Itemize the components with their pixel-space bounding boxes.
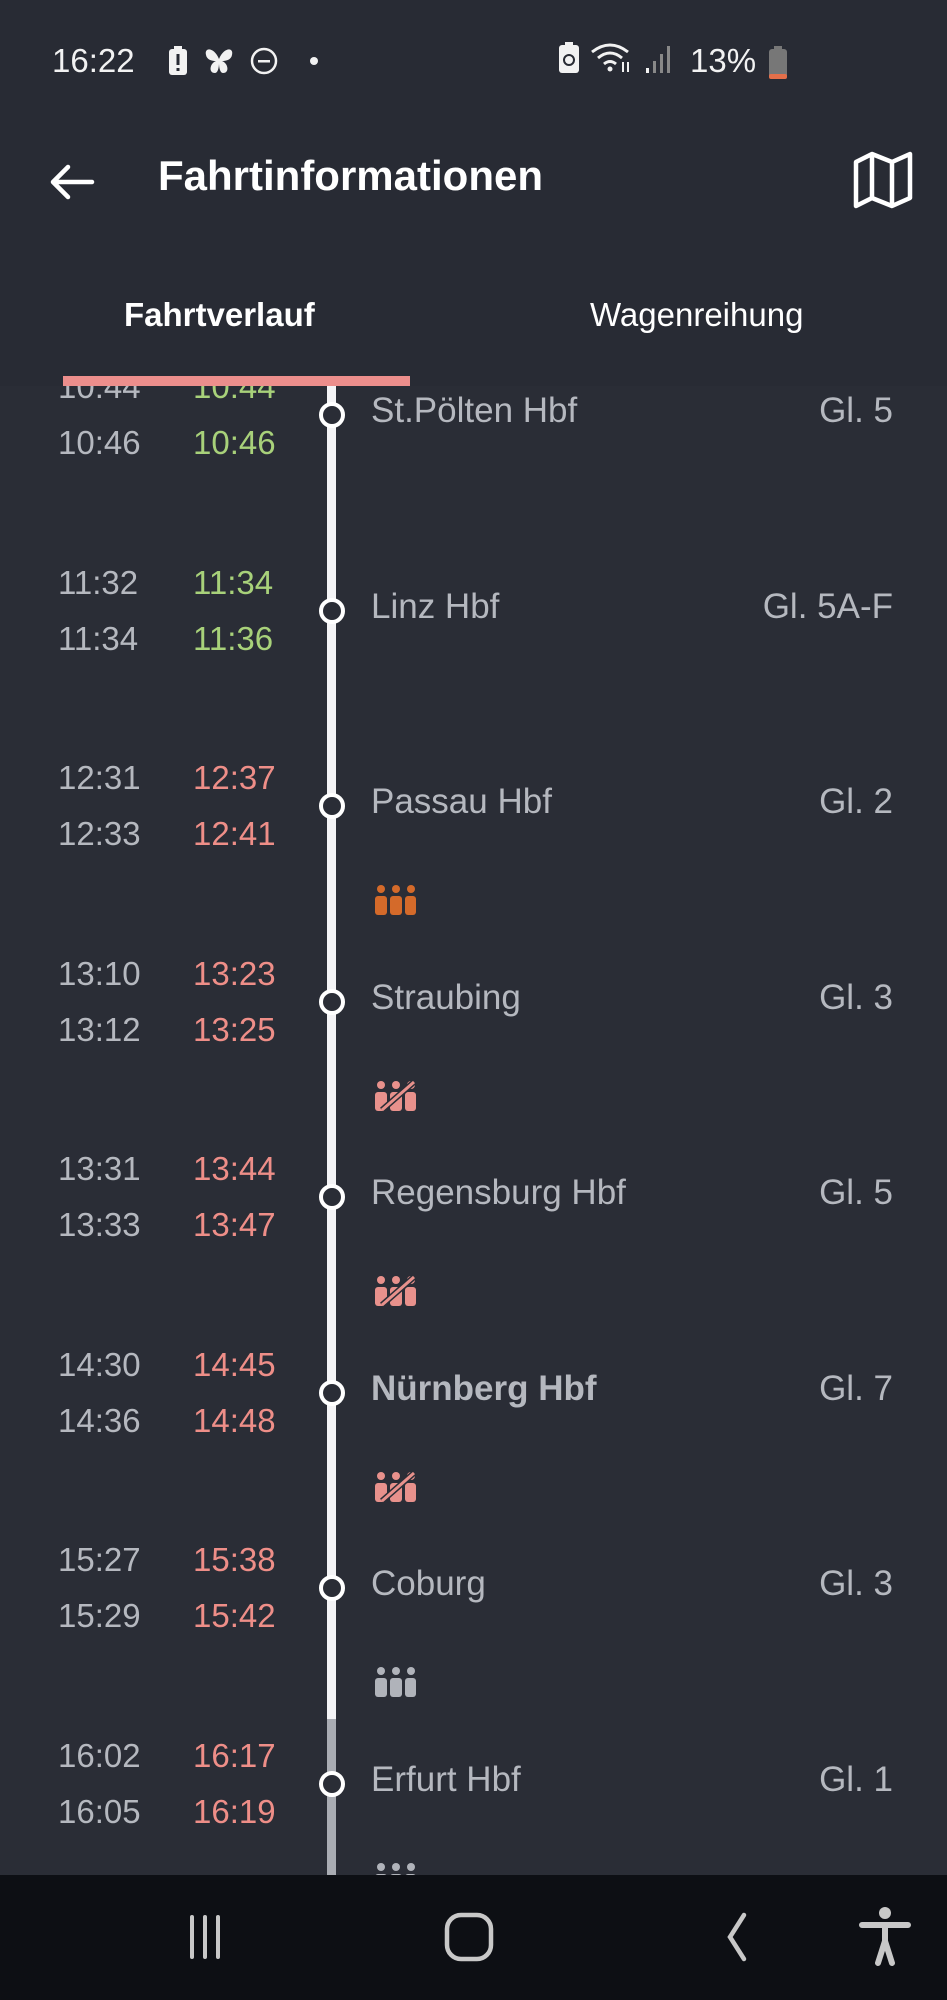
platform: Gl. 2 [819, 782, 893, 821]
platform: Gl. 7 [819, 1368, 893, 1408]
signal-icon [646, 46, 670, 73]
arrival-actual: 11:34 [193, 563, 274, 601]
map-icon[interactable] [852, 150, 914, 210]
departure-actual: 13:47 [193, 1206, 276, 1243]
departure-scheduled: 14:36 [58, 1401, 141, 1439]
butterfly-icon [205, 49, 233, 73]
departure-actual: 12:41 [193, 815, 276, 852]
app-bar: Fahrtinformationen Fahrtverlauf Wagenrei… [0, 100, 947, 386]
active-tab-indicator [63, 376, 410, 386]
arrival-scheduled: 10:44 [58, 386, 141, 405]
tab-wagenreihung[interactable]: Wagenreihung [590, 296, 804, 333]
arrival-scheduled: 15:27 [58, 1541, 141, 1578]
stop-marker [319, 402, 345, 428]
arrival-actual: 12:37 [193, 759, 276, 796]
page-title: Fahrtinformationen [158, 152, 543, 199]
tab-fahrtverlauf[interactable]: Fahrtverlauf [124, 296, 315, 333]
departure-actual: 11:36 [193, 619, 274, 657]
platform: Gl. 3 [819, 1564, 893, 1603]
departure-scheduled: 10:46 [58, 424, 141, 461]
arrival-scheduled: 11:32 [58, 563, 139, 601]
platform: Gl. 3 [819, 977, 893, 1017]
stop-list[interactable]: 10:44 10:44 10:46 10:46 St.Pölten Hbf Gl. 5 11… [0, 386, 947, 1875]
arrival-actual: 15:38 [193, 1541, 276, 1578]
occupancy-full-icon [375, 1275, 416, 1307]
occupancy-high-icon [375, 885, 416, 915]
departure-scheduled: 13:33 [58, 1206, 141, 1243]
platform: Gl. 5A-F [762, 586, 893, 626]
departure-scheduled: 11:34 [58, 619, 139, 657]
arrival-scheduled: 13:31 [58, 1150, 141, 1187]
system-nav-bar [0, 1875, 947, 2000]
status-time: 16:22 [52, 42, 135, 79]
departure-actual: 15:42 [193, 1597, 276, 1634]
station-name: Linz Hbf [371, 586, 500, 626]
station-name: Coburg [371, 1564, 486, 1603]
occupancy-low-icon [375, 1667, 416, 1697]
wifi-icon [591, 43, 629, 72]
home-icon[interactable] [434, 1905, 504, 1969]
stop-marker [319, 1575, 345, 1601]
do-not-disturb-icon [250, 47, 278, 75]
battery-alert-icon [169, 46, 187, 75]
departure-scheduled: 15:29 [58, 1597, 141, 1634]
occupancy-full-icon [375, 1079, 416, 1112]
battery-saver-icon [559, 42, 579, 73]
platform: Gl. 5 [819, 391, 893, 430]
stop-marker [319, 1184, 345, 1210]
station-name: Nürnberg Hbf [371, 1368, 597, 1408]
recent-apps-icon[interactable] [170, 1905, 240, 1969]
station-name: Passau Hbf [371, 782, 552, 821]
platform: Gl. 1 [819, 1759, 893, 1799]
status-bar: 16:22 13% [0, 0, 947, 100]
departure-actual: 13:25 [193, 1010, 276, 1048]
arrival-scheduled: 14:30 [58, 1345, 141, 1383]
occupancy-low-icon [375, 1862, 416, 1875]
occupancy-full-icon [375, 1470, 416, 1503]
station-name: St.Pölten Hbf [371, 391, 578, 430]
stop-marker [319, 1770, 345, 1797]
station-name: Straubing [371, 977, 521, 1017]
battery-percent: 13% [690, 42, 757, 79]
arrival-actual: 13:44 [193, 1150, 276, 1187]
departure-scheduled: 13:12 [58, 1010, 141, 1048]
dot-icon [310, 57, 318, 65]
departure-actual: 16:19 [193, 1792, 276, 1830]
arrival-scheduled: 16:02 [58, 1736, 141, 1774]
stop-marker [319, 988, 345, 1015]
arrival-scheduled: 12:31 [58, 759, 141, 796]
station-name: Regensburg Hbf [371, 1173, 626, 1212]
stop-marker [319, 597, 345, 624]
departure-actual: 14:48 [193, 1401, 276, 1439]
back-icon[interactable] [700, 1905, 770, 1969]
arrow-left-icon[interactable] [46, 156, 98, 208]
arrival-actual: 14:45 [193, 1345, 276, 1383]
battery-icon [769, 46, 787, 79]
route-line-passed [327, 386, 336, 1719]
arrival-actual: 10:44 [193, 386, 276, 405]
arrival-actual: 16:17 [193, 1736, 276, 1774]
arrival-scheduled: 13:10 [58, 954, 141, 992]
route-line-upcoming [327, 1719, 336, 1875]
departure-scheduled: 12:33 [58, 815, 141, 852]
departure-actual: 10:46 [193, 424, 276, 461]
station-name: Erfurt Hbf [371, 1759, 521, 1799]
accessibility-icon[interactable] [850, 1905, 920, 1969]
departure-scheduled: 16:05 [58, 1792, 141, 1830]
arrival-actual: 13:23 [193, 954, 276, 992]
stop-marker [319, 793, 345, 819]
platform: Gl. 5 [819, 1173, 893, 1212]
stop-marker [319, 1379, 345, 1406]
